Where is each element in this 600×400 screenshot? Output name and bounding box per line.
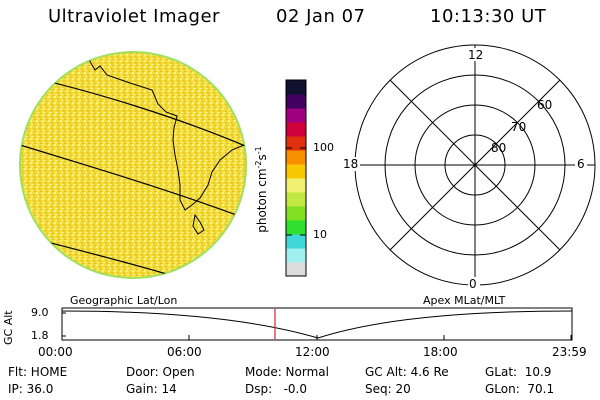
colorbar-segment <box>286 122 306 137</box>
colorbar-segment <box>286 192 306 207</box>
colorbar-tick-100: 100 <box>313 141 334 154</box>
colorbar-ticks <box>286 147 306 236</box>
info-glon: GLon: 70.1 <box>485 382 555 396</box>
unit-sup1: -2 <box>253 160 263 169</box>
unit-sup2: -1 <box>253 146 263 155</box>
time-label: 10:13:30 UT <box>430 6 547 27</box>
alt-ytick-low: 1.8 <box>31 329 49 342</box>
unit-main: photon cm <box>254 168 269 233</box>
colorbar-frame <box>285 79 307 277</box>
xtick-1200: 12:00 <box>295 345 330 359</box>
info-ip: IP: 36.0 <box>8 382 54 396</box>
colorbar-segment <box>286 248 306 263</box>
colorbar-segment <box>286 234 306 249</box>
xtick-2359: 23:59 <box>552 345 587 359</box>
uv-image-disk <box>19 51 247 279</box>
xtick-0000: 00:00 <box>38 345 73 359</box>
colorbar-segment <box>286 94 306 109</box>
strip-ticks <box>61 312 572 340</box>
altitude-ylabel: GC Alt <box>2 310 15 345</box>
info-gc-alt: GC Alt: 4.6 Re <box>365 365 449 379</box>
colorbar-segment <box>286 178 306 193</box>
disk-image <box>21 53 245 277</box>
lat-label-70: 70 <box>511 120 527 134</box>
altitude-curve <box>61 310 573 339</box>
polar-label-bg <box>340 48 587 289</box>
info-gain: Gain: 14 <box>126 382 177 396</box>
colorbar-segment <box>286 150 306 165</box>
colorbar-segment <box>286 80 306 95</box>
colorbar-segment <box>286 136 306 151</box>
colorbar-unit: photon cm-2s-1 <box>254 146 269 233</box>
mlt-label-18: 18 <box>343 157 359 171</box>
mlt-label-6: 6 <box>577 157 585 171</box>
lat-label-60: 60 <box>537 98 553 112</box>
polar-panel-label: Apex MLat/MLT <box>423 294 506 307</box>
alt-ytick-high: 9.0 <box>31 306 49 319</box>
polar-grid <box>354 44 596 286</box>
mlt-label-12: 12 <box>468 48 484 62</box>
app-title: Ultraviolet Imager <box>48 6 220 27</box>
colorbar <box>285 79 307 277</box>
colorbar-segment <box>286 262 306 277</box>
geo-panel-label: Geographic Lat/Lon <box>70 294 178 307</box>
colorbar-segment <box>286 206 306 221</box>
colorbar-segment <box>286 164 306 179</box>
info-filter: Flt: HOME <box>8 365 68 379</box>
lat-label-80: 80 <box>491 141 507 155</box>
colorbar-segment <box>286 108 306 123</box>
date-label: 02 Jan 07 <box>276 6 366 27</box>
info-seq: Seq: 20 <box>365 382 411 396</box>
unit-mid: s <box>254 154 269 161</box>
colorbar-tick-10: 10 <box>313 228 327 241</box>
info-dsp: Dsp: -0.0 <box>245 382 308 396</box>
colorbar-segment <box>286 220 306 235</box>
xtick-1800: 18:00 <box>423 345 458 359</box>
mlt-label-0: 0 <box>469 277 477 291</box>
info-glat: GLat: 10.9 <box>485 365 552 379</box>
info-door: Door: Open <box>126 365 195 379</box>
xtick-0600: 06:00 <box>167 345 202 359</box>
info-mode: Mode: Normal <box>245 365 329 379</box>
